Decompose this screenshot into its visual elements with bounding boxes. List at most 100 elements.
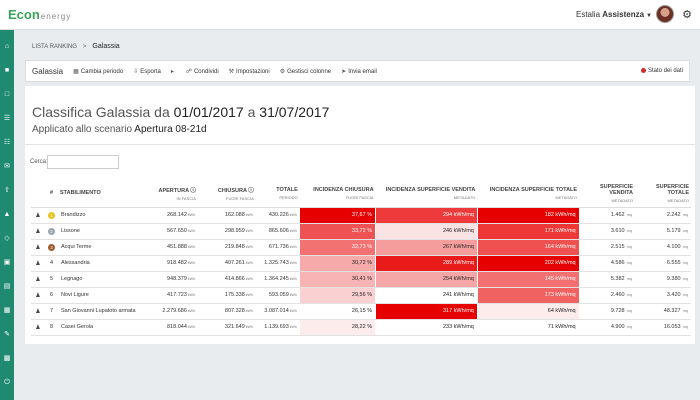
table-row[interactable]: ♟ 2 Lissone 567.650kWh 298.959kWh 865.606kWh 3… xyxy=(31,223,691,240)
table-row[interactable]: ♟ 6 Novi Ligure 417.723kWh 175.338kWh 593.059… xyxy=(31,287,691,304)
col-incidenza-superficie-totale[interactable]: INCIDENZA SUPERFICIE TOTALE METADATO xyxy=(477,180,580,208)
incidenza-sv-cell: 289 kWh/mq xyxy=(375,255,478,272)
user-menu[interactable]: Estalia Assistenza ▼ xyxy=(576,10,652,19)
col-apertura[interactable]: APERTURA ⓘ IN FASCIA xyxy=(139,180,198,208)
share-button[interactable]: ☍ Condividi xyxy=(185,68,219,75)
divider xyxy=(25,144,695,145)
list-icon[interactable]: ☷ xyxy=(3,139,11,146)
person-icon[interactable]: ♟ xyxy=(35,308,41,315)
row-person-cell[interactable]: ♟ xyxy=(31,319,45,336)
superficie-totale-cell: 4.100 mq xyxy=(635,239,691,256)
col-incidenza-chiusura[interactable]: INCIDENZA CHIUSURA FUORI FASCIA xyxy=(299,180,376,208)
person-icon[interactable]: ♟ xyxy=(35,324,41,331)
toolbar: Galassia ▦ Cambia periodo ⇩ Esporta ▸ ☍ Con… xyxy=(25,60,690,82)
row-person-cell[interactable]: ♟ xyxy=(31,207,45,224)
stabilimento-cell[interactable]: Legnago xyxy=(57,271,140,288)
table-row[interactable]: ♟ 4 Alessandria 918.482kWh 407.261kWh 1.325.7… xyxy=(31,255,691,272)
incidenza-chiusura-cell: 29,56 % xyxy=(299,287,377,304)
avatar[interactable] xyxy=(656,5,674,23)
main-panel: Classifica Galassia da 01/01/2017 a 31/0… xyxy=(25,86,695,344)
breadcrumb-root[interactable]: LISTA RANKING xyxy=(32,44,77,50)
apertura-cell: 2.279.686kWh xyxy=(139,303,198,320)
export-button[interactable]: ⇩ Esporta xyxy=(133,68,161,75)
table-row[interactable]: ♟ 7 San Giovanni Lupatoto armata 2.279.686k… xyxy=(31,303,691,320)
col-chiusura[interactable]: CHIUSURA ⓘ FUORI FASCIA xyxy=(197,180,256,208)
home-icon[interactable]: ⌂ xyxy=(4,43,10,50)
person-icon[interactable]: ♟ xyxy=(35,292,41,299)
incidenza-sv-cell: 294 kWh/mq xyxy=(375,207,478,224)
person-icon[interactable]: ♟ xyxy=(35,260,41,267)
rank-badge: 3 xyxy=(47,243,55,251)
col-icon[interactable] xyxy=(31,180,45,208)
stabilimento-cell[interactable]: Acqui Terme xyxy=(57,239,140,256)
superficie-totale-cell: 48.327 mq xyxy=(635,303,691,320)
monitor-icon[interactable]: □ xyxy=(4,91,10,98)
breadcrumb-current: Galassia xyxy=(92,43,120,50)
col-superficie-totale[interactable]: SUPERFICIE TOTALE METADATO xyxy=(635,180,691,208)
settings-gear-icon[interactable]: ⚙ xyxy=(682,9,692,21)
stabilimento-cell[interactable]: Lissone xyxy=(57,223,140,240)
stabilimento-cell[interactable]: Casei Gerola xyxy=(57,319,140,336)
superficie-vendita-cell: 1.462 mq xyxy=(579,207,636,224)
col-totale[interactable]: TOTALE PERIODO xyxy=(255,180,300,208)
stabilimento-cell[interactable]: Brandizzo xyxy=(57,207,140,224)
row-person-cell[interactable]: ♟ xyxy=(31,255,45,272)
change-period-button[interactable]: ▦ Cambia periodo xyxy=(73,68,124,75)
rank-cell: 2 xyxy=(44,223,58,240)
stabilimento-cell[interactable]: San Giovanni Lupatoto armata xyxy=(57,303,140,320)
superficie-vendita-cell: 4.900 mq xyxy=(579,319,636,336)
dashboard-icon[interactable]: ■ xyxy=(4,67,10,74)
rank-cell: 5 xyxy=(44,271,58,288)
col-incidenza-superficie-vendita[interactable]: INCIDENZA SUPERFICIE VENDITA METADATO xyxy=(375,180,478,208)
sitemap-icon[interactable]: ◇ xyxy=(4,235,10,242)
sidebar: ⌂ ■ □ ☰ ☷ ✉ ⇧ ▲ ◇ ▣ ▤ ▦ ✎ ▩ ⏻ xyxy=(0,30,14,400)
person-icon[interactable]: ♟ xyxy=(35,244,41,251)
superficie-totale-cell: 2.242 mq xyxy=(635,207,691,224)
table-row[interactable]: ♟ 3 Acqui Terme 451.888kWh 219.848kWh 671.736… xyxy=(31,239,691,256)
settings-button[interactable]: ⚒ Impostazioni xyxy=(228,68,270,75)
col-rank[interactable]: # xyxy=(44,180,58,208)
row-person-cell[interactable]: ♟ xyxy=(31,239,45,256)
table-row[interactable]: ♟ 5 Legnago 948.379kWh 414.866kWh 1.364.245kW… xyxy=(31,271,691,288)
search-input[interactable] xyxy=(47,155,119,169)
superficie-totale-cell: 6.555 mq xyxy=(635,255,691,272)
breadcrumb: LISTA RANKING > Galassia xyxy=(14,30,700,58)
col-superficie-vendita[interactable]: SUPERFICIE VENDITA METADATO xyxy=(579,180,636,208)
edit-icon[interactable]: ✎ xyxy=(4,331,10,338)
manage-columns-button[interactable]: ⚙ Gestisci colonne xyxy=(279,68,332,75)
stabilimento-cell[interactable]: Novi Ligure xyxy=(57,287,140,304)
mail-icon[interactable]: ✉ xyxy=(4,163,10,170)
totale-cell: 1.325.743kWh xyxy=(255,255,300,272)
apertura-cell: 918.482kWh xyxy=(139,255,198,272)
send-email-button[interactable]: ➤ Invia email xyxy=(341,68,377,75)
app-logo[interactable]: Econenergy xyxy=(8,7,72,22)
incidenza-sv-cell: 267 kWh/mq xyxy=(375,239,478,256)
person-icon[interactable]: ♟ xyxy=(35,228,41,235)
totale-cell: 1.139.693kWh xyxy=(255,319,300,336)
incidenza-sv-cell: 254 kWh/mq xyxy=(375,271,478,288)
image-icon[interactable]: ▩ xyxy=(3,355,11,362)
row-person-cell[interactable]: ♟ xyxy=(31,271,45,288)
stabilimento-cell[interactable]: Alessandria xyxy=(57,255,140,272)
chart-icon[interactable]: ▤ xyxy=(3,283,11,290)
table-row[interactable]: ♟ 8 Casei Gerola 818.044kWh 321.649kWh 1.139.… xyxy=(31,319,691,336)
announce-button[interactable]: ▸ xyxy=(171,68,176,75)
data-status[interactable]: Stato dei dati xyxy=(640,67,683,74)
superficie-vendita-cell: 9.728 mq xyxy=(579,303,636,320)
document-icon[interactable]: ▣ xyxy=(3,259,11,266)
col-stabilimento[interactable]: STABILIMENTO xyxy=(57,180,140,208)
chiusura-cell: 321.649kWh xyxy=(197,319,256,336)
person-icon[interactable]: ♟ xyxy=(35,276,41,283)
person-icon[interactable]: ♟ xyxy=(35,212,41,219)
power-icon[interactable]: ⏻ xyxy=(4,379,10,386)
reports-icon[interactable]: ☰ xyxy=(3,115,11,122)
row-person-cell[interactable]: ♟ xyxy=(31,223,45,240)
row-person-cell[interactable]: ♟ xyxy=(31,303,45,320)
table-icon[interactable]: ▦ xyxy=(3,307,11,314)
incidenza-st-cell: 71 kWh/mq xyxy=(477,319,580,336)
row-person-cell[interactable]: ♟ xyxy=(31,287,45,304)
building-icon[interactable]: ▲ xyxy=(3,211,11,218)
table-row[interactable]: ♟ 1 Brandizzo 268.142kWh 162.088kWh 430.226kW… xyxy=(31,207,691,224)
upload-icon[interactable]: ⇧ xyxy=(4,187,10,194)
totale-cell: 671.736kWh xyxy=(255,239,300,256)
